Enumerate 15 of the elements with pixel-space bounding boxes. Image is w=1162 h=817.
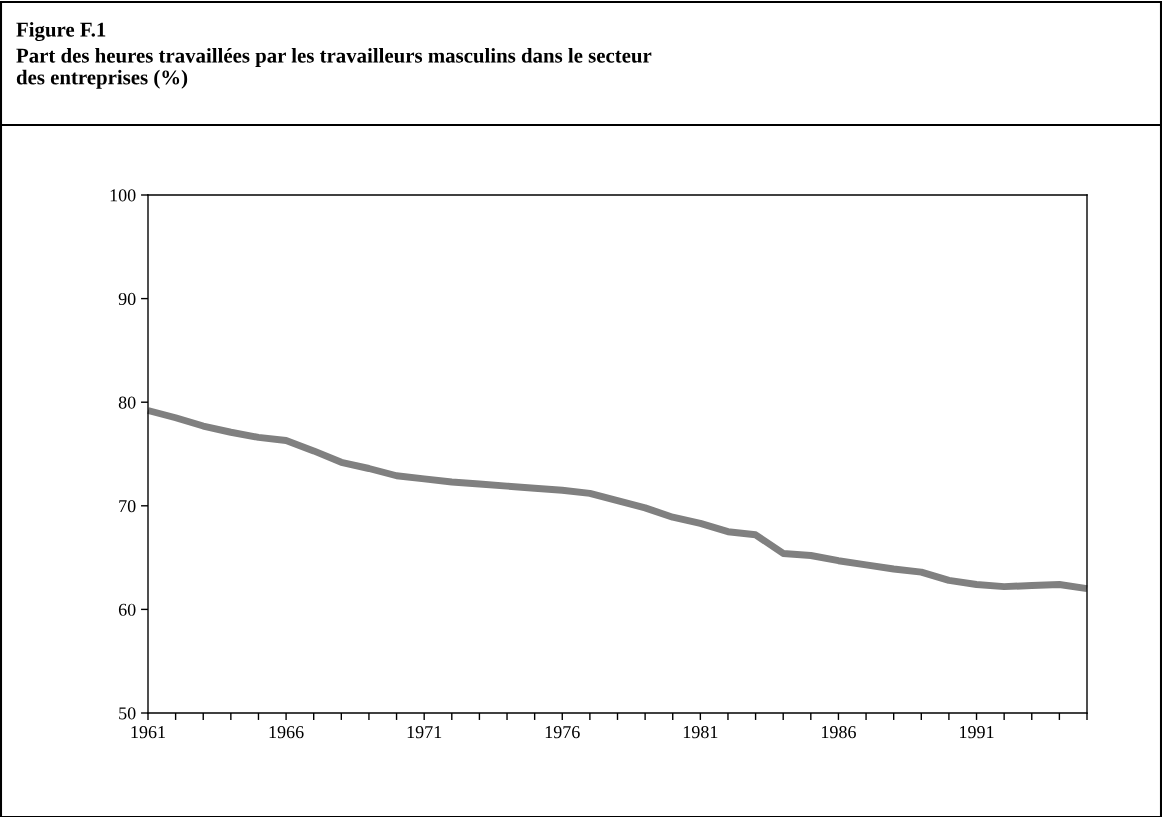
x-tick-label: 1991 [960, 726, 994, 739]
chart-subtitle: Part des heures travaillées par les travailleurs masculins dans le secteur des entreprises (%) [16, 48, 652, 89]
x-tick-label: 1966 [269, 726, 304, 739]
x-tick-label: 1976 [545, 726, 580, 739]
x-tick-label: 1961 [131, 726, 165, 739]
x-tick-label: 1971 [407, 726, 442, 739]
x-tick-label: 1986 [821, 726, 856, 739]
y-tick-label: 70 [119, 500, 136, 513]
y-tick-label: 60 [118, 603, 136, 616]
y-tick-label: 100 [110, 189, 136, 202]
y-tick-label: 80 [118, 396, 136, 409]
y-tick-label: 50 [119, 707, 136, 720]
chart-title: Figure F.1 [16, 22, 106, 42]
y-tick-label: 90 [118, 292, 136, 306]
x-tick-label: 1981 [683, 726, 718, 739]
